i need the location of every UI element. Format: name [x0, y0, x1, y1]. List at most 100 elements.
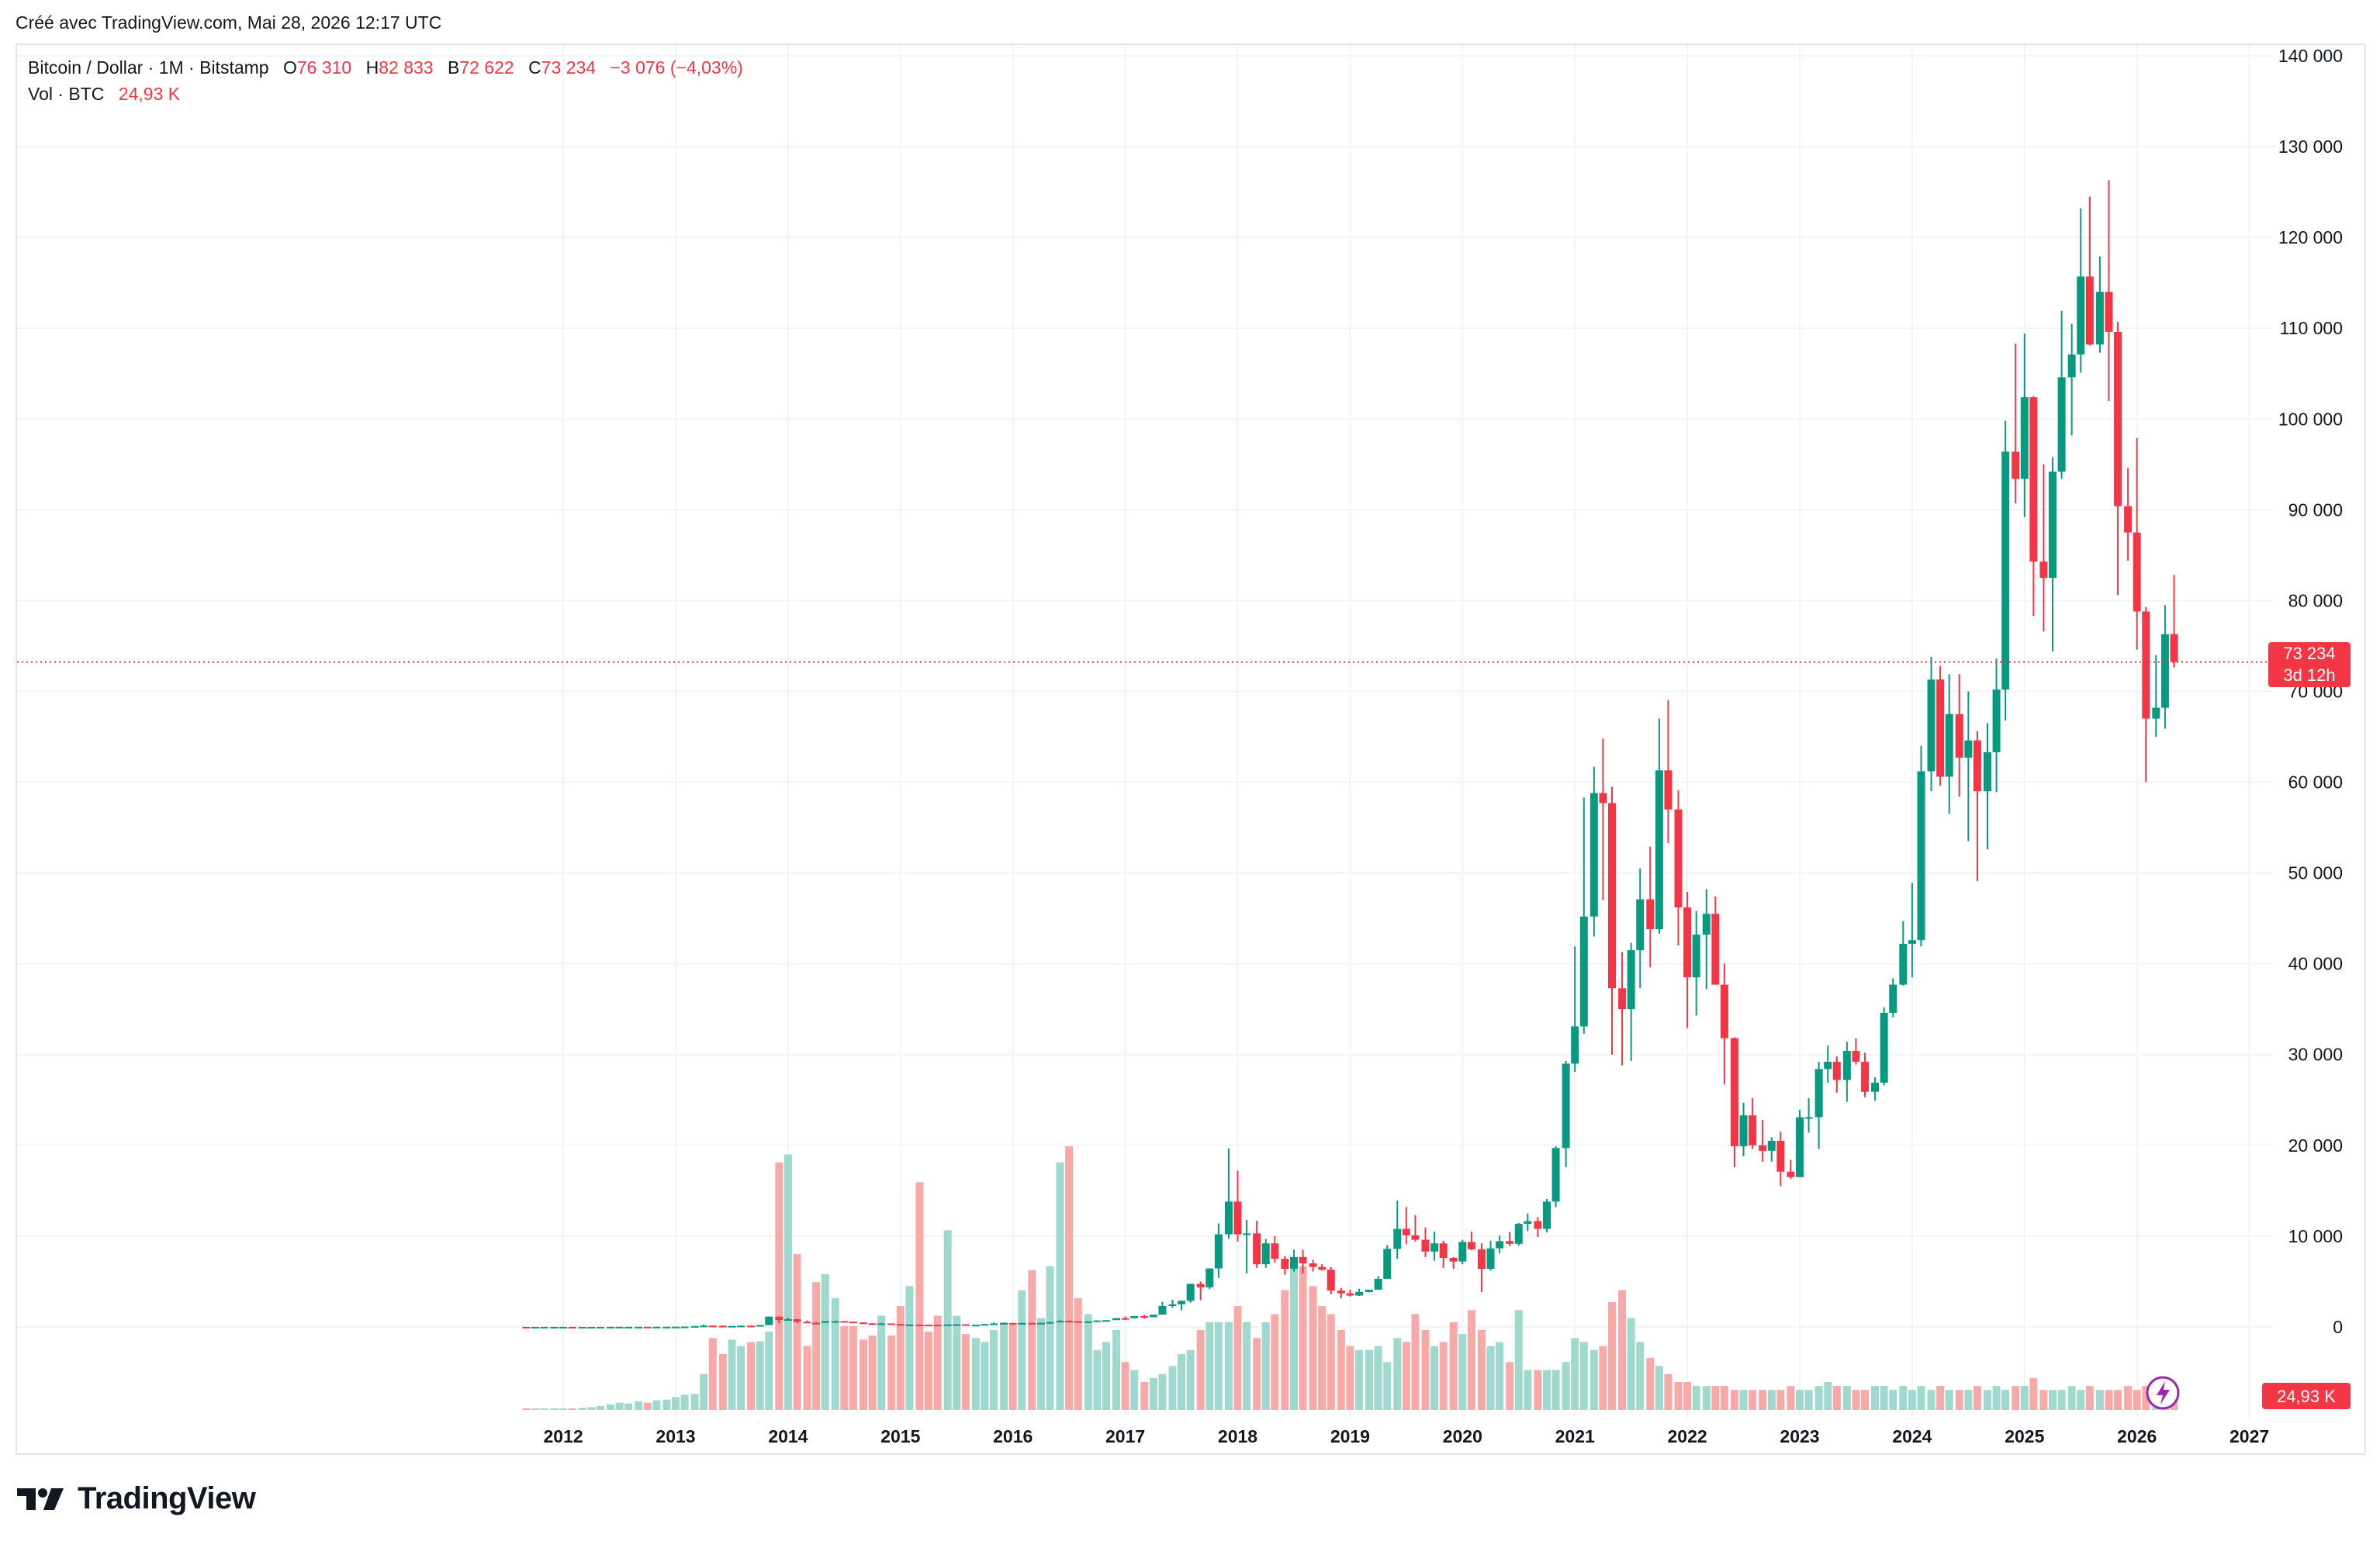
- candle-body: [615, 1326, 624, 1329]
- volume-bar: [887, 1335, 896, 1410]
- volume-bar: [1224, 1322, 1233, 1410]
- candle-body: [2105, 292, 2113, 332]
- candle-body: [981, 1324, 989, 1326]
- candle-body: [2012, 451, 2020, 479]
- candle-body: [1158, 1306, 1167, 1315]
- volume-bar: [2133, 1390, 2141, 1410]
- volume-bar: [1486, 1346, 1495, 1410]
- volume-bar: [793, 1254, 801, 1410]
- volume-bar: [559, 1408, 568, 1410]
- volume-bar: [680, 1394, 689, 1410]
- candle-body: [1112, 1318, 1121, 1321]
- volume-bar: [1506, 1362, 1514, 1410]
- y-tick-label: 110 000: [2280, 318, 2343, 338]
- candle-body: [1224, 1201, 1233, 1235]
- volume-bar: [1393, 1338, 1402, 1410]
- volume-bar: [1346, 1346, 1354, 1410]
- volume-bar: [1327, 1314, 1335, 1410]
- price-axis[interactable]: 140 000 130 000 120 000 110 000 100 000 90 00…: [2278, 46, 2343, 1337]
- volume-bar: [1458, 1334, 1467, 1410]
- candle-body: [1618, 988, 1627, 1010]
- volume-bar: [2039, 1390, 2048, 1410]
- volume-bar: [831, 1297, 839, 1410]
- candle-body: [1796, 1117, 1804, 1177]
- volume-bar: [1178, 1353, 1186, 1410]
- volume-bar: [1354, 1349, 1363, 1410]
- candle-body: [1196, 1284, 1205, 1287]
- volume-bar: [690, 1394, 699, 1410]
- candle-body: [652, 1326, 661, 1329]
- candle-body: [1534, 1221, 1542, 1229]
- volume-bar: [596, 1405, 604, 1410]
- volume-bar: [775, 1162, 784, 1410]
- candle-body: [1571, 1026, 1579, 1064]
- volume-bar: [784, 1154, 792, 1410]
- volume-bar: [1243, 1322, 1251, 1410]
- volume-bar: [1889, 1390, 1897, 1410]
- price-badge-countdown: 3d 12h: [2283, 665, 2335, 685]
- candle-body: [784, 1318, 792, 1321]
- candle-body: [1065, 1321, 1074, 1323]
- candle-body: [1664, 770, 1673, 810]
- candle-body: [933, 1325, 942, 1327]
- legend-o-value: 76 310: [296, 57, 352, 78]
- volume-bar: [1374, 1346, 1382, 1410]
- legend-h-value: 82 833: [379, 57, 434, 78]
- candle-body: [2020, 397, 2029, 479]
- candle-body: [1692, 935, 1700, 978]
- candle-body: [1871, 1083, 1880, 1092]
- legend-vol-label[interactable]: Vol · BTC: [28, 84, 105, 104]
- y-tick-label: 120 000: [2278, 227, 2343, 247]
- candle-body: [1467, 1242, 1475, 1249]
- x-tick-label: 2013: [656, 1426, 695, 1446]
- volume-bar: [1636, 1342, 1645, 1410]
- volume-bar: [1599, 1346, 1607, 1410]
- legend-change: −3 076 (−4,03%): [610, 57, 743, 78]
- candle-body: [2124, 506, 2133, 533]
- volume-bar: [1551, 1370, 1560, 1410]
- volume-bar: [1767, 1390, 1776, 1410]
- volume-bar: [1787, 1386, 1795, 1410]
- volume-bar: [1130, 1370, 1139, 1410]
- candle-body: [2029, 397, 2038, 562]
- volume-bar: [700, 1374, 708, 1410]
- time-axis[interactable]: 2012 2013 2014 2015 2016 2017 2018 2019 2020 2021…: [544, 1426, 2270, 1446]
- candle-body: [1955, 714, 1963, 758]
- volume-bar: [953, 1315, 961, 1410]
- legend-c-value: 73 234: [541, 57, 597, 78]
- candle-body: [1983, 752, 1991, 792]
- volume-bar: [1337, 1330, 1345, 1410]
- lightning-icon[interactable]: [2146, 1376, 2180, 1410]
- volume-bar: [1646, 1358, 1655, 1410]
- volume-bar: [765, 1332, 773, 1410]
- volume-bar: [1514, 1310, 1523, 1410]
- volume-bar: [624, 1403, 633, 1410]
- volume-bar: [578, 1408, 586, 1410]
- volume-bar: [2114, 1390, 2122, 1410]
- x-tick-label: 2022: [1668, 1426, 1707, 1446]
- legend-symbol[interactable]: Bitcoin / Dollar · 1M · Bitstamp: [28, 57, 269, 78]
- candle-body: [831, 1321, 839, 1323]
- legend-c-label: C: [528, 57, 541, 78]
- volume-bar: [2095, 1390, 2104, 1410]
- candle-body: [765, 1316, 773, 1325]
- candle-body: [971, 1325, 980, 1327]
- tradingview-logo[interactable]: TradingView: [17, 1481, 256, 1516]
- candle-body: [2077, 276, 2085, 355]
- volume-bar: [905, 1286, 914, 1410]
- candle-body: [1824, 1062, 1832, 1069]
- volume-bar: [643, 1402, 652, 1410]
- volume-bar: [1112, 1330, 1121, 1410]
- volume-bar: [1084, 1314, 1092, 1410]
- volume-bar: [1842, 1386, 1851, 1410]
- volume-bar: [849, 1325, 857, 1410]
- x-tick-label: 2020: [1443, 1426, 1482, 1446]
- volume-bar: [1524, 1370, 1532, 1410]
- volume-bar: [1917, 1386, 1925, 1410]
- legend-vol-value: 24,93 K: [118, 84, 181, 104]
- candle-body: [1599, 793, 1607, 803]
- volume-bar: [1945, 1390, 1953, 1410]
- candle-body: [1093, 1320, 1102, 1322]
- candle-body: [1861, 1062, 1870, 1092]
